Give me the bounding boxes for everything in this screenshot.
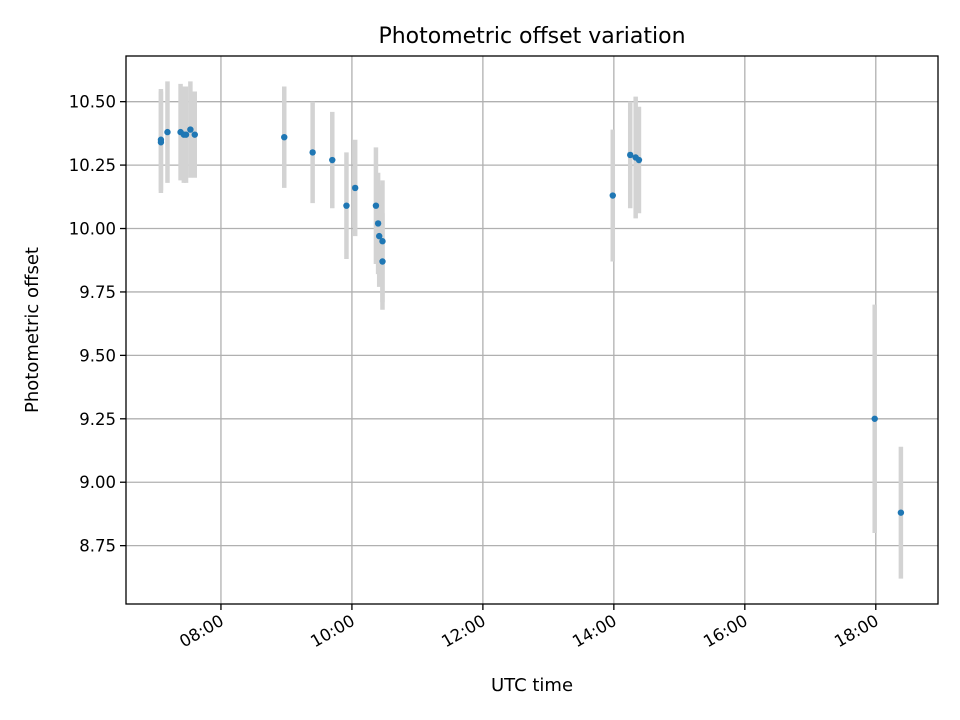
- y-tick-label: 10.25: [69, 156, 116, 175]
- data-point: [187, 126, 194, 133]
- y-tick-label: 10.00: [69, 220, 116, 239]
- data-point: [374, 220, 382, 227]
- data-point: [309, 149, 316, 156]
- x-tick-label: 10:00: [307, 611, 358, 651]
- x-tick-label: 08:00: [176, 611, 227, 651]
- data-point: [897, 509, 905, 516]
- data-point: [182, 131, 190, 138]
- data-point: [157, 139, 165, 146]
- y-tick-label: 9.25: [79, 410, 116, 429]
- data-point: [627, 151, 634, 159]
- chart-title: Photometric offset variation: [378, 24, 685, 49]
- x-tick-label: 12:00: [438, 611, 489, 651]
- data-point: [372, 202, 380, 209]
- x-tick-label: 14:00: [569, 611, 620, 651]
- data-point: [164, 128, 171, 136]
- y-tick-label: 8.75: [79, 537, 116, 556]
- data-point: [343, 202, 350, 209]
- data-point: [871, 415, 878, 422]
- data-point: [191, 131, 198, 138]
- y-tick-label: 9.00: [79, 473, 116, 492]
- data-point: [281, 133, 288, 141]
- data-point: [635, 156, 643, 164]
- y-tick-label: 10.50: [69, 93, 116, 112]
- data-point: [351, 184, 359, 192]
- data-point: [376, 232, 383, 240]
- data-point: [379, 258, 386, 265]
- x-tick-label: 16:00: [700, 611, 751, 651]
- data-point: [329, 156, 336, 164]
- y-tick-label: 9.50: [79, 346, 116, 365]
- plot-frame: [125, 55, 939, 605]
- data-points: [157, 126, 905, 516]
- y-axis-label: Photometric offset: [22, 247, 43, 413]
- x-tick-label: 18:00: [831, 611, 882, 651]
- x-axis-label: UTC time: [491, 675, 573, 696]
- y-tick-label: 9.75: [79, 283, 116, 302]
- data-point: [379, 238, 386, 245]
- grid: [126, 56, 938, 604]
- error-bars: [158, 81, 904, 579]
- data-point: [609, 192, 616, 199]
